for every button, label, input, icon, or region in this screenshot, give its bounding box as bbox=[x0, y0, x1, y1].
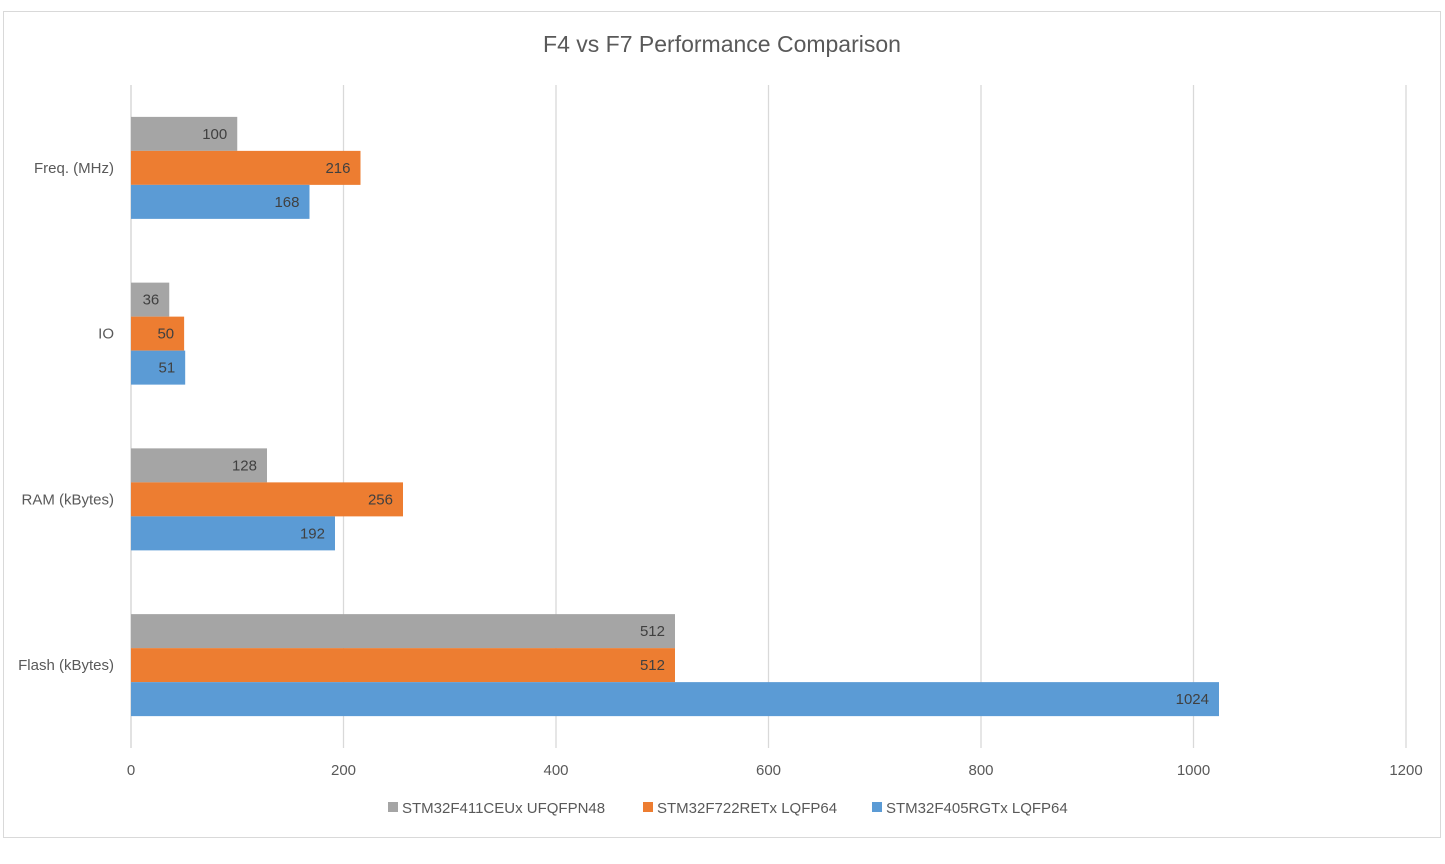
bar bbox=[131, 116, 238, 151]
legend-label: STM32F722RETx LQFP64 bbox=[657, 800, 837, 817]
data-label: 512 bbox=[640, 623, 665, 640]
bar bbox=[131, 614, 675, 649]
x-tick-label: 400 bbox=[543, 762, 568, 779]
data-label: 216 bbox=[325, 160, 350, 177]
data-label: 128 bbox=[232, 457, 257, 474]
x-tick-label: 0 bbox=[127, 762, 135, 779]
x-tick-label: 600 bbox=[756, 762, 781, 779]
category-label: Flash (kBytes) bbox=[18, 657, 114, 674]
legend-label: STM32F405RGTx LQFP64 bbox=[886, 800, 1068, 817]
legend-swatch bbox=[643, 802, 653, 812]
category-label: Freq. (MHz) bbox=[34, 160, 114, 177]
data-label: 100 bbox=[202, 126, 227, 143]
bar bbox=[131, 184, 310, 219]
bar bbox=[131, 316, 185, 351]
bar bbox=[131, 350, 186, 385]
bar bbox=[131, 448, 267, 483]
data-label: 50 bbox=[157, 326, 174, 343]
bar bbox=[131, 482, 403, 517]
x-tick-label: 1200 bbox=[1389, 762, 1422, 779]
data-label: 192 bbox=[300, 525, 325, 542]
data-label: 256 bbox=[368, 491, 393, 508]
data-label: 51 bbox=[159, 360, 176, 377]
legend-label: STM32F411CEUx UFQFPN48 bbox=[402, 800, 605, 817]
data-label: 168 bbox=[274, 194, 299, 211]
x-tick-label: 200 bbox=[331, 762, 356, 779]
data-label: 36 bbox=[143, 292, 160, 309]
chart-title: F4 vs F7 Performance Comparison bbox=[543, 31, 901, 57]
x-tick-label: 800 bbox=[968, 762, 993, 779]
data-label: 512 bbox=[640, 657, 665, 674]
bar bbox=[131, 282, 170, 317]
legend-swatch bbox=[872, 802, 882, 812]
category-label: RAM (kBytes) bbox=[21, 491, 114, 508]
x-tick-label: 1000 bbox=[1177, 762, 1210, 779]
bar bbox=[131, 682, 1219, 717]
category-label: IO bbox=[98, 326, 114, 343]
bar bbox=[131, 516, 335, 551]
bar bbox=[131, 648, 675, 683]
data-label: 1024 bbox=[1176, 691, 1209, 708]
bar bbox=[131, 150, 361, 185]
legend-swatch bbox=[388, 802, 398, 812]
